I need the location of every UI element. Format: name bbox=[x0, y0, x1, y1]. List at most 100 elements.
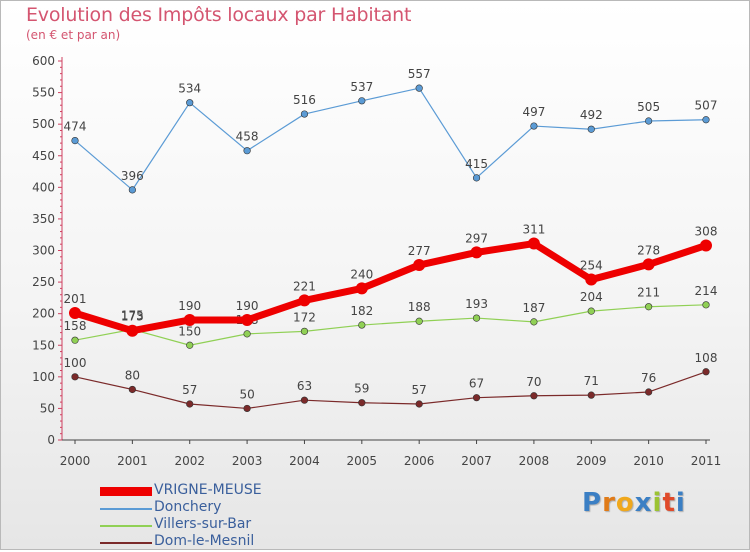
data-point-donchery bbox=[300, 110, 309, 118]
data-label-villers-sur-bar: 150 bbox=[178, 324, 201, 338]
legend-item-villers-sur-bar: Villers-sur-Bar bbox=[100, 516, 360, 535]
logo-letter: P bbox=[582, 488, 603, 518]
y-tick-label: 200 bbox=[32, 307, 55, 321]
data-label-donchery: 492 bbox=[580, 108, 603, 122]
data-point-vrigne-meuse bbox=[413, 259, 426, 272]
y-tick-label: 450 bbox=[32, 149, 55, 163]
data-label-dom-le-mesnil: 57 bbox=[182, 383, 197, 397]
legend: VRIGNE-MEUSE Donchery Villers-sur-Bar Do… bbox=[100, 482, 360, 552]
data-point-donchery bbox=[128, 186, 136, 194]
data-point-donchery bbox=[358, 97, 366, 105]
data-point-dom-le-mesnil bbox=[587, 391, 595, 399]
data-point-donchery bbox=[587, 125, 595, 133]
y-tick-label: 250 bbox=[32, 275, 55, 289]
y-tick-label: 500 bbox=[32, 117, 55, 131]
data-point-dom-le-mesnil bbox=[128, 385, 136, 394]
data-point-villers-sur-bar bbox=[645, 303, 653, 311]
data-label-donchery: 534 bbox=[178, 82, 201, 96]
y-tick-label: 150 bbox=[32, 338, 55, 352]
data-label-villers-sur-bar: 172 bbox=[293, 310, 316, 324]
y-tick-label: 300 bbox=[32, 244, 55, 258]
data-point-dom-le-mesnil bbox=[358, 399, 366, 407]
legend-swatch-villers-sur-bar bbox=[100, 525, 152, 527]
data-label-villers-sur-bar: 188 bbox=[408, 300, 431, 314]
data-point-dom-le-mesnil bbox=[243, 404, 251, 413]
data-label-donchery: 507 bbox=[695, 99, 718, 113]
data-point-donchery bbox=[645, 117, 653, 125]
data-label-donchery: 557 bbox=[408, 67, 431, 81]
data-point-villers-sur-bar bbox=[530, 318, 538, 326]
data-label-dom-le-mesnil: 63 bbox=[297, 379, 312, 393]
data-label-vrigne-meuse: 173 bbox=[121, 310, 144, 324]
chart-title: Evolution des Impôts locaux par Habitant bbox=[26, 4, 412, 26]
data-label-dom-le-mesnil: 108 bbox=[695, 351, 718, 365]
y-tick-label: 100 bbox=[32, 370, 55, 384]
data-label-villers-sur-bar: 158 bbox=[64, 319, 87, 333]
y-tick-label: 350 bbox=[32, 212, 55, 226]
x-tick-label: 2004 bbox=[289, 454, 320, 468]
data-label-vrigne-meuse: 221 bbox=[293, 279, 316, 293]
series-line-dom-le-mesnil bbox=[74, 371, 707, 410]
data-point-villers-sur-bar bbox=[71, 336, 79, 344]
data-point-donchery bbox=[415, 84, 423, 92]
data-label-donchery: 516 bbox=[293, 93, 316, 107]
series-line-donchery bbox=[74, 87, 707, 191]
data-point-vrigne-meuse bbox=[241, 313, 254, 326]
data-point-donchery bbox=[702, 116, 710, 124]
data-label-vrigne-meuse: 278 bbox=[637, 243, 660, 257]
data-label-vrigne-meuse: 254 bbox=[580, 259, 603, 273]
series-line-vrigne-meuse bbox=[71, 240, 710, 335]
data-point-villers-sur-bar bbox=[415, 317, 423, 325]
data-point-dom-le-mesnil bbox=[645, 388, 653, 396]
data-point-dom-le-mesnil bbox=[415, 400, 423, 408]
logo-letter: o bbox=[615, 488, 635, 518]
data-label-dom-le-mesnil: 59 bbox=[354, 382, 369, 396]
data-point-vrigne-meuse bbox=[183, 313, 196, 326]
data-point-dom-le-mesnil bbox=[530, 392, 538, 400]
logo-letter: x bbox=[634, 488, 653, 518]
data-label-villers-sur-bar: 182 bbox=[350, 304, 373, 318]
data-point-donchery bbox=[186, 99, 194, 107]
x-tick-label: 2008 bbox=[519, 454, 550, 468]
legend-swatch-vrigne-meuse bbox=[100, 487, 152, 496]
data-label-dom-le-mesnil: 50 bbox=[239, 387, 254, 401]
x-tick-label: 2006 bbox=[404, 454, 435, 468]
data-point-vrigne-meuse bbox=[642, 258, 655, 271]
data-label-donchery: 396 bbox=[121, 169, 144, 183]
data-label-vrigne-meuse: 297 bbox=[465, 231, 488, 245]
x-tick-label: 2001 bbox=[117, 454, 148, 468]
data-point-vrigne-meuse bbox=[69, 307, 81, 320]
legend-label-donchery: Donchery bbox=[154, 499, 222, 515]
data-label-donchery: 497 bbox=[522, 105, 545, 119]
logo-letter: t bbox=[662, 488, 676, 518]
data-label-donchery: 474 bbox=[64, 120, 87, 134]
x-tick-label: 2003 bbox=[232, 454, 263, 468]
data-point-vrigne-meuse bbox=[527, 237, 540, 250]
data-point-vrigne-meuse bbox=[700, 239, 712, 252]
data-point-donchery bbox=[71, 136, 79, 145]
data-point-vrigne-meuse bbox=[298, 294, 311, 307]
data-label-vrigne-meuse: 277 bbox=[408, 244, 431, 258]
data-label-donchery: 505 bbox=[637, 100, 660, 114]
x-tick-label: 2002 bbox=[174, 454, 205, 468]
data-label-donchery: 415 bbox=[465, 157, 488, 171]
y-tick-label: 600 bbox=[32, 54, 55, 68]
data-point-donchery bbox=[472, 174, 481, 182]
legend-label-villers-sur-bar: Villers-sur-Bar bbox=[154, 516, 252, 532]
data-label-vrigne-meuse: 190 bbox=[236, 299, 259, 313]
data-label-villers-sur-bar: 204 bbox=[580, 290, 603, 304]
data-label-villers-sur-bar: 193 bbox=[465, 297, 488, 311]
proxiti-logo: Proxiti bbox=[582, 488, 686, 518]
data-label-dom-le-mesnil: 57 bbox=[412, 383, 427, 397]
data-point-dom-le-mesnil bbox=[472, 394, 481, 402]
data-label-donchery: 458 bbox=[236, 130, 259, 144]
data-point-villers-sur-bar bbox=[186, 341, 194, 349]
legend-label-dom-le-mesnil: Dom-le-Mesnil bbox=[154, 533, 255, 549]
data-label-dom-le-mesnil: 100 bbox=[64, 356, 87, 370]
data-label-villers-sur-bar: 214 bbox=[695, 284, 718, 298]
data-label-villers-sur-bar: 187 bbox=[522, 301, 545, 315]
data-point-villers-sur-bar bbox=[300, 327, 309, 335]
data-point-villers-sur-bar bbox=[243, 330, 251, 338]
legend-swatch-donchery bbox=[100, 508, 152, 510]
